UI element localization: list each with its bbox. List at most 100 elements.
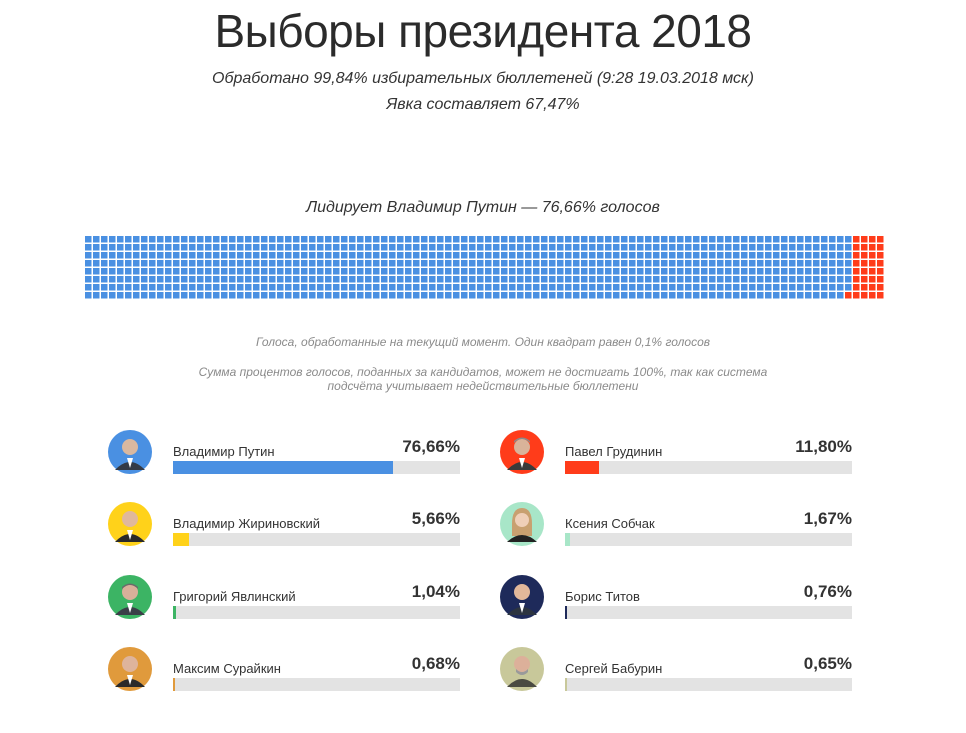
waffle-square <box>605 260 612 267</box>
waffle-square <box>661 268 668 275</box>
waffle-square <box>629 292 636 299</box>
waffle-square <box>245 260 252 267</box>
result-bar-track <box>565 533 852 546</box>
waffle-square <box>517 260 524 267</box>
waffle-square <box>165 260 172 267</box>
waffle-square <box>157 276 164 283</box>
waffle-square <box>445 252 452 259</box>
waffle-square <box>629 276 636 283</box>
waffle-square <box>197 236 204 243</box>
waffle-square <box>397 236 404 243</box>
waffle-square <box>461 236 468 243</box>
waffle-square <box>333 236 340 243</box>
waffle-square <box>365 292 372 299</box>
waffle-square <box>181 268 188 275</box>
waffle-square <box>181 244 188 251</box>
waffle-square <box>653 244 660 251</box>
waffle-square <box>741 252 748 259</box>
waffle-square <box>661 284 668 291</box>
waffle-square <box>773 252 780 259</box>
waffle-square <box>213 292 220 299</box>
waffle-square <box>149 268 156 275</box>
waffle-square <box>629 236 636 243</box>
waffle-square <box>541 268 548 275</box>
waffle-square <box>213 252 220 259</box>
waffle-square <box>373 260 380 267</box>
waffle-square <box>301 260 308 267</box>
waffle-square <box>181 292 188 299</box>
waffle-square <box>157 252 164 259</box>
waffle-square <box>821 268 828 275</box>
waffle-square <box>725 268 732 275</box>
waffle-square <box>597 260 604 267</box>
waffle-square <box>301 292 308 299</box>
waffle-square <box>397 284 404 291</box>
waffle-square <box>645 284 652 291</box>
waffle-square <box>261 252 268 259</box>
waffle-square <box>581 236 588 243</box>
waffle-square <box>837 236 844 243</box>
waffle-square <box>661 292 668 299</box>
waffle-square <box>821 284 828 291</box>
waffle-square <box>757 284 764 291</box>
waffle-square <box>101 236 108 243</box>
waffle-square <box>101 252 108 259</box>
waffle-square <box>117 276 124 283</box>
waffle-square <box>653 268 660 275</box>
waffle-square <box>645 260 652 267</box>
waffle-square <box>125 252 132 259</box>
waffle-square <box>413 284 420 291</box>
waffle-square <box>869 276 876 283</box>
waffle-square <box>365 244 372 251</box>
waffle-square <box>541 252 548 259</box>
waffle-square <box>525 244 532 251</box>
waffle-square <box>581 244 588 251</box>
waffle-square <box>877 292 884 299</box>
waffle-square <box>501 268 508 275</box>
waffle-square <box>557 260 564 267</box>
waffle-square <box>621 284 628 291</box>
waffle-square <box>805 284 812 291</box>
waffle-square <box>765 292 772 299</box>
waffle-square <box>93 244 100 251</box>
waffle-square <box>293 244 300 251</box>
waffle-square <box>733 284 740 291</box>
waffle-square <box>109 260 116 267</box>
waffle-square <box>653 252 660 259</box>
waffle-square <box>157 268 164 275</box>
waffle-square <box>477 236 484 243</box>
waffle-square <box>85 236 92 243</box>
waffle-square <box>741 276 748 283</box>
waffle-square <box>589 284 596 291</box>
waffle-square <box>645 292 652 299</box>
waffle-square <box>597 252 604 259</box>
waffle-square <box>637 268 644 275</box>
waffle-square <box>381 276 388 283</box>
waffle-square <box>453 260 460 267</box>
waffle-square <box>173 292 180 299</box>
waffle-square <box>229 252 236 259</box>
waffle-square <box>301 252 308 259</box>
waffle-square <box>557 292 564 299</box>
waffle-square <box>701 276 708 283</box>
waffle-square <box>509 252 516 259</box>
waffle-square <box>773 284 780 291</box>
waffle-square <box>245 284 252 291</box>
waffle-square <box>309 236 316 243</box>
waffle-square <box>797 260 804 267</box>
waffle-square <box>85 276 92 283</box>
waffle-square <box>861 260 868 267</box>
waffle-square <box>109 244 116 251</box>
waffle-square <box>725 292 732 299</box>
waffle-square <box>85 268 92 275</box>
waffle-square <box>837 284 844 291</box>
waffle-square <box>461 252 468 259</box>
waffle-square <box>797 252 804 259</box>
waffle-square <box>301 276 308 283</box>
waffle-square <box>549 284 556 291</box>
waffle-square <box>813 244 820 251</box>
waffle-square <box>133 260 140 267</box>
waffle-square <box>861 244 868 251</box>
waffle-square <box>309 276 316 283</box>
waffle-square <box>301 284 308 291</box>
